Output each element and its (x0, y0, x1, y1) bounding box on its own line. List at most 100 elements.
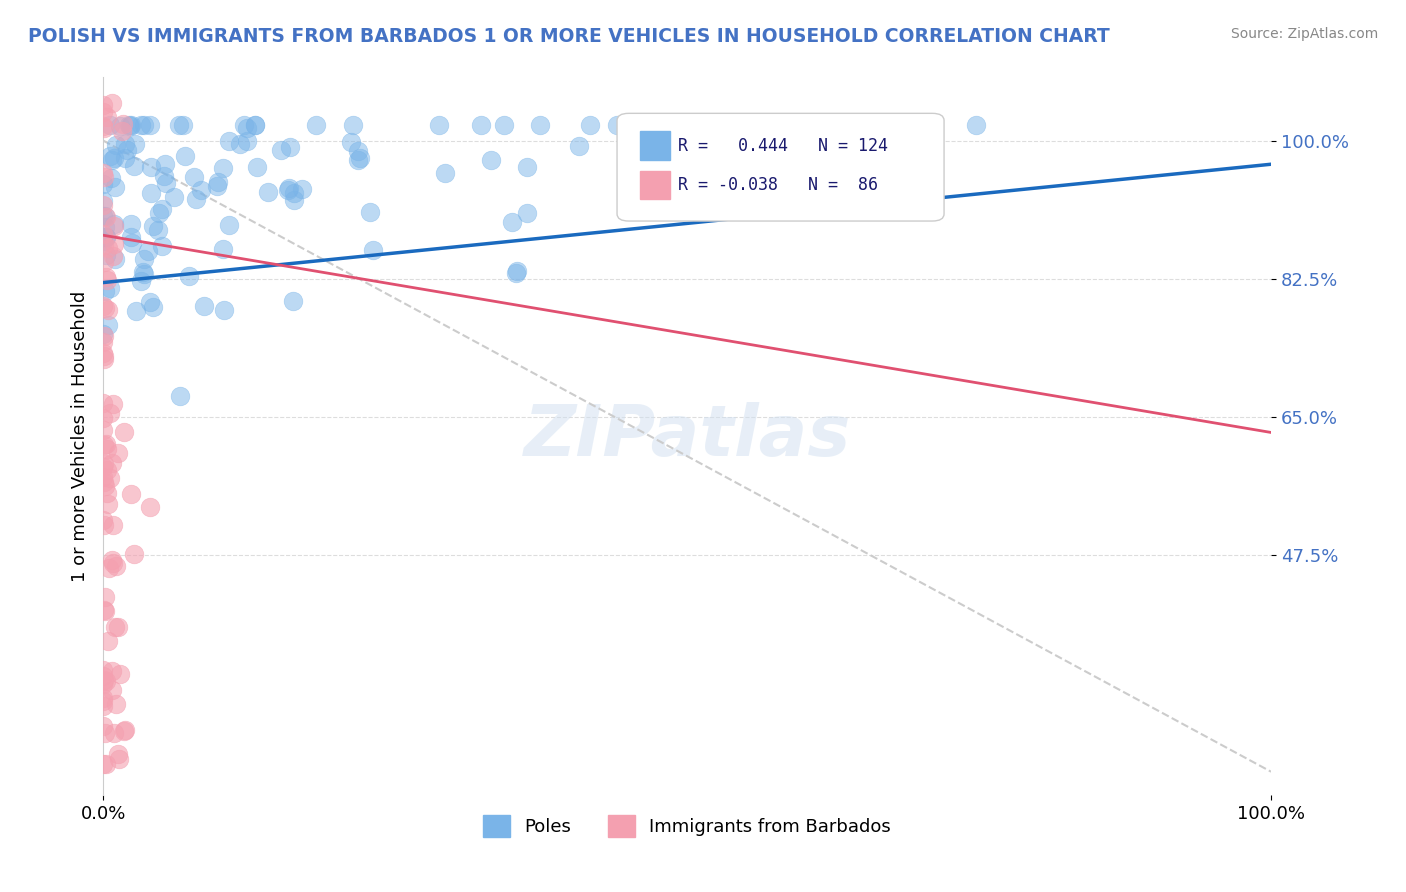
Point (146, 223, 169, 237)
Point (270, 143, 292, 157)
Point (163, 190, 186, 204)
Point (103, 180, 125, 194)
Point (114, 137, 136, 152)
Point (132, 252, 155, 266)
Point (103, 218, 125, 232)
Point (118, 119, 141, 133)
Point (97, 634, 120, 648)
Point (342, 118, 364, 132)
Point (108, 119, 131, 133)
Point (965, 118, 987, 132)
Point (132, 265, 155, 279)
Point (108, 752, 131, 766)
Point (516, 161, 538, 175)
Point (91, 423, 114, 437)
Point (101, 456, 124, 470)
Point (94, 219, 117, 234)
Point (111, 124, 134, 138)
Point (107, 747, 129, 762)
Point (117, 143, 139, 157)
Point (91, 663, 114, 677)
Point (114, 723, 136, 737)
Text: Source: ZipAtlas.com: Source: ZipAtlas.com (1230, 27, 1378, 41)
Point (94, 726, 117, 740)
Point (91, 756, 114, 771)
Point (93, 352, 115, 367)
Point (841, 118, 863, 132)
Point (243, 118, 266, 132)
Point (179, 268, 201, 283)
Point (470, 118, 492, 132)
Point (427, 118, 450, 132)
Point (142, 219, 165, 234)
Point (103, 249, 125, 263)
Point (94, 757, 117, 772)
Point (132, 267, 155, 281)
Point (96, 485, 118, 500)
Point (283, 193, 305, 207)
Point (506, 264, 529, 278)
Point (93, 170, 115, 185)
Point (152, 239, 174, 253)
Point (104, 620, 127, 634)
Point (100, 664, 122, 678)
Point (114, 151, 136, 165)
Point (93, 603, 115, 617)
Point (193, 299, 215, 313)
Point (94, 437, 117, 451)
Point (340, 136, 363, 150)
Point (631, 118, 654, 132)
Point (93, 460, 115, 475)
Point (579, 118, 602, 132)
Point (93, 238, 115, 252)
Legend: Poles, Immigrants from Barbados: Poles, Immigrants from Barbados (477, 807, 898, 844)
Point (207, 178, 229, 193)
Point (277, 181, 299, 195)
Y-axis label: 1 or more Vehicles in Household: 1 or more Vehicles in Household (72, 291, 89, 582)
Point (218, 219, 240, 233)
Point (190, 183, 212, 197)
Point (232, 118, 254, 132)
Point (363, 243, 385, 257)
Point (94, 284, 117, 298)
Point (96, 463, 118, 477)
Point (93, 673, 115, 687)
Point (640, 118, 662, 132)
Point (105, 559, 128, 574)
Point (139, 118, 162, 132)
Point (172, 118, 194, 132)
Point (91, 326, 114, 341)
Point (120, 487, 142, 501)
Point (97, 318, 120, 332)
Point (100, 553, 122, 567)
Point (516, 206, 538, 220)
Point (129, 274, 152, 288)
Point (346, 153, 368, 167)
Point (155, 177, 177, 191)
Point (98, 471, 121, 485)
Point (91, 691, 114, 706)
Point (150, 202, 173, 216)
Point (207, 175, 229, 189)
Point (91, 299, 114, 313)
Point (103, 237, 125, 252)
Point (277, 183, 299, 197)
Point (96, 273, 118, 287)
Point (132, 118, 155, 132)
Text: POLISH VS IMMIGRANTS FROM BARBADOS 1 OR MORE VEHICLES IN HOUSEHOLD CORRELATION C: POLISH VS IMMIGRANTS FROM BARBADOS 1 OR … (28, 27, 1109, 45)
Point (235, 120, 257, 135)
Point (91, 669, 114, 683)
Point (91, 227, 114, 242)
Point (218, 134, 240, 148)
Point (620, 118, 643, 132)
Point (153, 169, 176, 183)
Point (93, 437, 115, 451)
Point (107, 445, 129, 459)
Point (186, 192, 208, 206)
Point (124, 159, 146, 173)
Point (91, 105, 114, 120)
Point (110, 666, 132, 681)
Point (94, 604, 117, 618)
Point (104, 137, 127, 152)
Point (97, 241, 120, 255)
